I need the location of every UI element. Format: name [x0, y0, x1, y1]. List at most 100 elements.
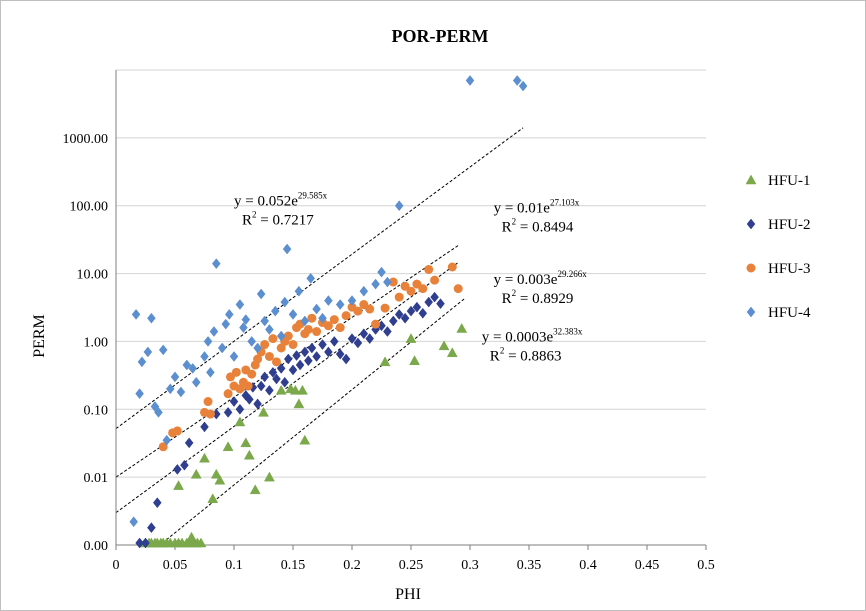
r-squared-power: 2	[252, 210, 257, 220]
data-point	[199, 452, 210, 463]
data-point	[276, 330, 286, 342]
chart-title: POR-PERM	[392, 26, 489, 46]
data-point	[299, 434, 311, 445]
data-point	[359, 285, 369, 297]
data-point	[446, 347, 458, 358]
trendline-equation: y = 0.0003e32.383x	[482, 326, 583, 345]
data-point	[347, 295, 357, 306]
equation-coefficient: y = 0.003e	[494, 272, 558, 288]
data-point	[275, 384, 287, 395]
data-point	[329, 315, 339, 325]
data-point	[258, 406, 269, 417]
data-point	[129, 516, 139, 528]
data-point	[335, 299, 345, 310]
data-point	[188, 363, 198, 374]
data-point	[453, 284, 463, 294]
data-point	[243, 381, 253, 391]
data-point	[380, 303, 390, 313]
data-point	[272, 373, 281, 385]
data-point	[424, 264, 434, 274]
data-point	[271, 357, 281, 367]
data-point	[312, 303, 321, 315]
data-point	[211, 258, 221, 270]
r-squared-value: = 0.8929	[516, 291, 573, 307]
data-point	[430, 291, 439, 303]
data-point	[283, 353, 293, 365]
data-point	[170, 371, 180, 383]
data-point	[253, 342, 262, 354]
data-point	[152, 497, 162, 509]
data-point	[280, 376, 290, 388]
x-axis-title: PHI	[395, 586, 421, 603]
equation-coefficient: y = 0.0003e	[482, 329, 554, 345]
y-tick-label: 0.00	[84, 539, 109, 554]
trendline-equation: y = 0.003e29.266x	[494, 269, 588, 288]
data-point	[217, 342, 227, 354]
data-point	[143, 346, 153, 358]
data-point	[365, 304, 375, 314]
x-tick-label: 0.05	[163, 558, 188, 573]
y-tick-label: 1.00	[84, 335, 109, 350]
x-tick-label: 0.15	[281, 558, 306, 573]
r-squared-symbol: R	[502, 291, 512, 307]
trendline-r-squared: R2 = 0.7217	[242, 210, 314, 229]
trendline-r-squared: R2 = 0.8929	[502, 288, 574, 307]
data-point	[292, 350, 301, 361]
data-point	[234, 416, 246, 427]
data-point	[162, 434, 172, 446]
data-point	[418, 284, 428, 294]
data-point	[268, 334, 278, 344]
data-point	[341, 311, 351, 321]
data-point	[406, 305, 416, 317]
equation-exponent: 29.266x	[557, 269, 587, 279]
equation-coefficient: y = 0.052e	[234, 194, 298, 210]
x-tick-label: 0.2	[343, 558, 361, 573]
data-point	[203, 336, 213, 347]
equation-exponent: 29.585x	[298, 191, 328, 201]
data-point	[223, 406, 233, 418]
data-point	[347, 333, 357, 345]
trendline-equation: y = 0.01e27.103x	[494, 197, 580, 216]
data-point	[341, 353, 351, 365]
data-point	[147, 522, 156, 534]
r-squared-value: = 0.8863	[504, 348, 561, 364]
data-point	[235, 384, 245, 394]
legend-marker	[745, 174, 757, 185]
legend-marker	[746, 263, 756, 273]
legend-label: HFU-3	[768, 261, 811, 277]
x-tick-label: 0.4	[579, 558, 597, 573]
data-point	[365, 333, 375, 345]
data-point	[200, 351, 209, 362]
data-point	[260, 371, 270, 383]
y-tick-label: 100.00	[70, 200, 109, 215]
data-point	[249, 484, 261, 495]
data-point	[264, 351, 274, 361]
data-point	[206, 366, 215, 378]
data-point	[324, 295, 333, 306]
data-point	[231, 367, 241, 377]
data-point	[465, 75, 475, 86]
data-point	[276, 363, 286, 374]
data-point	[256, 380, 266, 392]
y-tick-label: 10.00	[77, 268, 109, 283]
data-point	[353, 306, 363, 316]
legend-marker	[746, 218, 756, 230]
data-point	[394, 292, 404, 302]
data-point	[186, 531, 197, 542]
data-point	[436, 298, 445, 310]
data-point	[324, 346, 333, 358]
data-point	[359, 328, 369, 340]
x-tick-label: 0.3	[461, 558, 479, 573]
data-point	[400, 281, 410, 291]
data-point	[297, 384, 308, 395]
r-squared-power: 2	[512, 288, 516, 298]
data-point	[190, 468, 202, 479]
trendline	[115, 262, 459, 514]
data-point	[394, 309, 404, 320]
data-point	[263, 471, 275, 482]
data-point	[247, 336, 257, 347]
data-point	[379, 356, 391, 367]
data-point	[512, 75, 522, 86]
data-point	[203, 397, 213, 407]
data-point	[243, 449, 255, 460]
